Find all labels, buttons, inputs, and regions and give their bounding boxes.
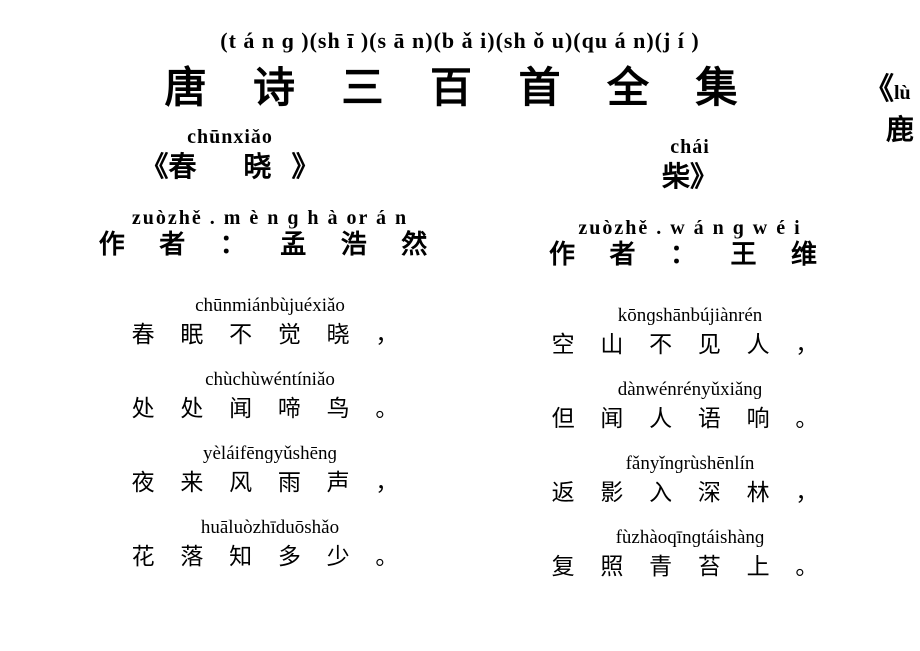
poem-line: fǎnyǐnɡrùshēnlín 返 影 入 深 林 ， [500, 453, 880, 507]
line-pinyin: chūnmiánbùjuéxiǎo [80, 295, 460, 317]
line-pinyin: fùzhàoqīnɡtáishànɡ [500, 527, 880, 549]
bracket-left: 《 [140, 152, 168, 183]
line-hanzi: 夜 来 风 雨 声 ， [80, 463, 460, 497]
poem-line: yèláifēnɡyǔshēnɡ 夜 来 风 雨 声 ， [80, 443, 460, 497]
poem-title-hanzi-right: 柴》 [500, 155, 880, 195]
poem-line: dànwénrényǔxiǎnɡ 但 闻 人 语 响 。 [500, 379, 880, 433]
main-title-hanzi: 唐 诗 三 百 首 全 集 [0, 54, 920, 115]
author-hanzi-right: 作 者 ： 王 维 [500, 234, 880, 271]
line-hanzi: 春 眠 不 觉 晓 ， [80, 315, 460, 349]
line-hanzi: 但 闻 人 语 响 。 [500, 399, 880, 433]
poem-line: fùzhàoqīnɡtáishànɡ 复 照 青 苔 上 。 [500, 527, 880, 581]
poem-line: chùchùwéntíniǎo 处 处 闻 啼 鸟 。 [80, 369, 460, 423]
poem-line: huāluòzhīduōshǎo 花 落 知 多 少 。 [80, 517, 460, 571]
line-hanzi: 返 影 入 深 林 ， [500, 473, 880, 507]
line-pinyin: yèláifēnɡyǔshēnɡ [80, 443, 460, 465]
page: (t á n ɡ )(sh ī )(s ā n)(b ǎ i)(sh ǒ u)(… [0, 0, 920, 651]
right-column: chái 柴》 zuòzhě . w á n ɡ w é i 作 者 ： 王 维… [500, 118, 880, 581]
line-hanzi: 处 处 闻 啼 鸟 。 [80, 389, 460, 423]
line-hanzi: 空 山 不 见 人 ， [500, 325, 880, 359]
author-hanzi-left: 作 者 ： 孟 浩 然 [80, 224, 460, 261]
poem-line: chūnmiánbùjuéxiǎo 春 眠 不 觉 晓 ， [80, 295, 460, 349]
line-hanzi: 复 照 青 苔 上 。 [500, 547, 880, 581]
line-hanzi: 花 落 知 多 少 。 [80, 537, 460, 571]
bracket-right: 》 [690, 162, 718, 193]
bracket-right: 》 [292, 152, 320, 183]
line-pinyin: fǎnyǐnɡrùshēnlín [500, 453, 880, 475]
line-pinyin: kōnɡshānbújiànrén [500, 305, 880, 327]
overflow-pinyin-1: lù [894, 82, 911, 104]
left-column: chūnxiǎo 《春 晓》 zuòzhě . m è n ɡ h à or á… [80, 118, 460, 571]
poem-title-text: 春 晓 [168, 152, 291, 183]
overflow-hanzi-1: 鹿 [886, 115, 914, 146]
line-pinyin: huāluòzhīduōshǎo [80, 517, 460, 539]
line-pinyin: chùchùwéntíniǎo [80, 369, 460, 391]
poem-line: kōnɡshānbújiànrén 空 山 不 见 人 ， [500, 305, 880, 359]
line-pinyin: dànwénrényǔxiǎnɡ [500, 379, 880, 401]
main-title-pinyin: (t á n ɡ )(sh ī )(s ā n)(b ǎ i)(sh ǒ u)(… [0, 28, 920, 54]
poem-title-hanzi-left: 《春 晓》 [0, 145, 460, 185]
bracket-left: 《 [864, 73, 894, 106]
poem-title-text: 柴 [662, 162, 690, 193]
